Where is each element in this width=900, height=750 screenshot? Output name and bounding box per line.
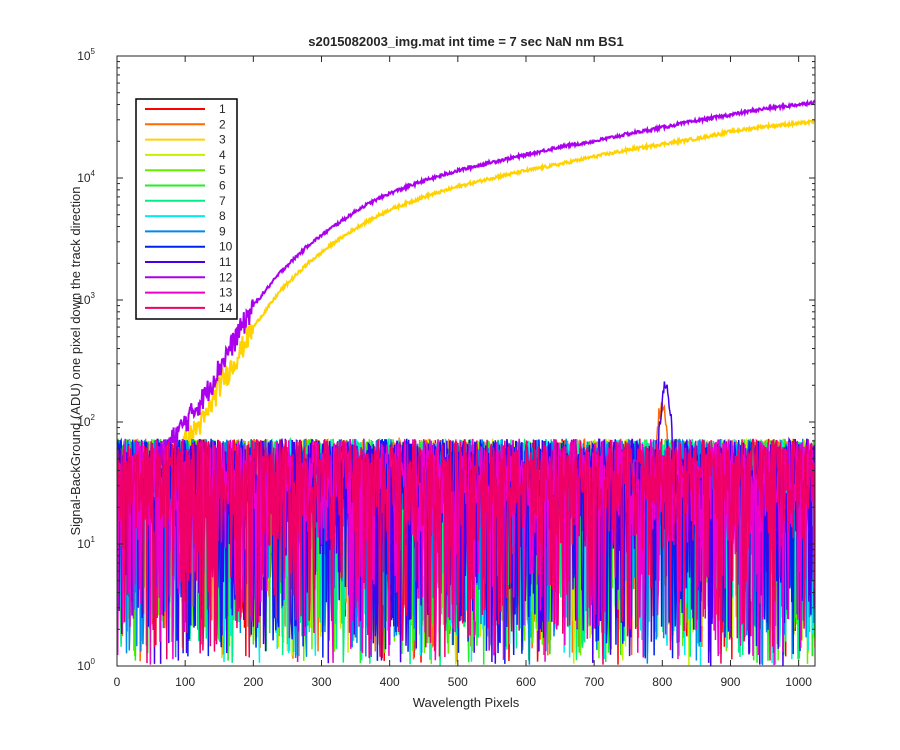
x-tick-label: 200 (243, 675, 263, 689)
legend-label: 11 (219, 255, 232, 269)
x-tick-label: 700 (584, 675, 604, 689)
x-tick-label: 400 (380, 675, 400, 689)
ticks-layer: 0 100 200 300 400 500 600 700 800 900 100010010110… (77, 47, 815, 689)
x-tick-label: 900 (720, 675, 740, 689)
legend-label: 6 (219, 179, 226, 193)
x-tick-label: 600 (516, 675, 536, 689)
x-tick-label: 1000 (785, 675, 812, 689)
legend-label: 2 (219, 117, 226, 131)
x-tick-label: 300 (311, 675, 331, 689)
series-line-14 (117, 438, 815, 665)
y-tick-label: 103 (77, 291, 95, 307)
y-axis-label: Signal-BackGround (ADU) one pixel down t… (68, 186, 83, 535)
legend-label: 7 (219, 194, 226, 208)
y-tick-label: 105 (77, 47, 95, 63)
y-tick-label: 101 (77, 535, 95, 551)
legend-label: 12 (219, 270, 233, 284)
y-tick-label: 102 (77, 413, 95, 429)
legend-label: 10 (219, 240, 233, 254)
x-axis-label: Wavelength Pixels (413, 695, 520, 710)
x-tick-label: 100 (175, 675, 195, 689)
y-tick-label: 104 (77, 169, 95, 185)
legend-label: 14 (219, 301, 233, 315)
y-tick-label: 100 (77, 657, 95, 673)
axes-box (116, 55, 816, 667)
legend-box (135, 98, 238, 320)
legend-label: 1 (219, 102, 226, 116)
legend-label: 3 (219, 133, 226, 147)
legend-label: 8 (219, 209, 226, 223)
chart-title: s2015082003_img.mat int time = 7 sec NaN… (308, 34, 623, 49)
series-line-12 (117, 98, 815, 499)
series-line-3 (117, 119, 815, 498)
x-tick-label: 0 (114, 675, 121, 689)
legend-label: 5 (219, 163, 226, 177)
legend-label: 4 (219, 148, 226, 162)
x-tick-label: 800 (652, 675, 672, 689)
x-tick-label: 500 (448, 675, 468, 689)
legend-label: 9 (219, 224, 226, 238)
legend-label: 13 (219, 286, 233, 300)
series-layer (117, 98, 815, 666)
